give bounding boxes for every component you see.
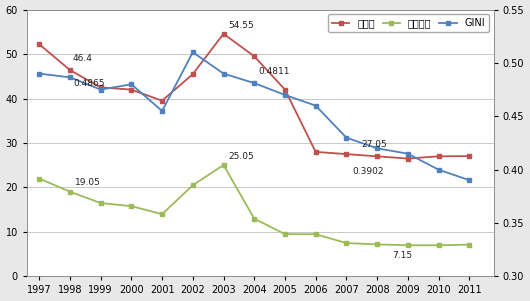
- GINI: [220, 72, 227, 76]
- Line: 빈곤율: 빈곤율: [38, 32, 471, 160]
- 빈곤율: [435, 154, 441, 158]
- GINI: [466, 178, 472, 182]
- 빈곤율: [159, 99, 165, 103]
- GINI: [374, 147, 380, 150]
- Line: 극빈곤율: 극빈곤율: [38, 163, 471, 247]
- 극빈곤율: [98, 201, 104, 205]
- 빈곤율: [36, 42, 42, 46]
- 빈곤율: [313, 150, 319, 154]
- Text: 54.55: 54.55: [228, 21, 254, 30]
- GINI: [159, 109, 165, 113]
- 극빈곤율: [67, 190, 73, 194]
- 빈곤율: [343, 152, 350, 156]
- Text: 0.4811: 0.4811: [259, 67, 290, 76]
- GINI: [36, 72, 42, 76]
- 극빈곤율: [313, 232, 319, 236]
- 극빈곤율: [435, 244, 441, 247]
- 극빈곤율: [190, 183, 196, 187]
- 극빈곤율: [220, 163, 227, 167]
- 극빈곤율: [36, 177, 42, 180]
- Text: 19.05: 19.05: [75, 178, 101, 187]
- GINI: [98, 88, 104, 92]
- 극빈곤율: [282, 232, 288, 236]
- 빈곤율: [98, 85, 104, 89]
- 극빈곤율: [128, 204, 135, 208]
- Text: 7.15: 7.15: [392, 251, 412, 260]
- 빈곤율: [404, 157, 411, 160]
- 극빈곤율: [374, 243, 380, 246]
- 빈곤율: [220, 32, 227, 36]
- 극빈곤율: [251, 217, 258, 220]
- GINI: [313, 104, 319, 107]
- GINI: [190, 51, 196, 54]
- 빈곤율: [282, 88, 288, 92]
- GINI: [251, 81, 258, 85]
- Text: 0.4865: 0.4865: [73, 79, 104, 88]
- 극빈곤율: [343, 241, 350, 245]
- 빈곤율: [190, 72, 196, 76]
- Line: GINI: GINI: [38, 51, 471, 182]
- GINI: [404, 152, 411, 156]
- Text: 46.4: 46.4: [73, 54, 93, 64]
- 빈곤율: [67, 68, 73, 72]
- 극빈곤율: [404, 244, 411, 247]
- Text: 0.3902: 0.3902: [352, 167, 384, 176]
- GINI: [435, 168, 441, 172]
- 빈곤율: [466, 154, 472, 158]
- 극빈곤율: [159, 212, 165, 216]
- 극빈곤율: [466, 243, 472, 247]
- Text: 27.05: 27.05: [362, 141, 387, 149]
- GINI: [67, 76, 73, 79]
- 빈곤율: [374, 154, 380, 158]
- GINI: [343, 136, 350, 139]
- GINI: [128, 82, 135, 86]
- 빈곤율: [128, 88, 135, 92]
- GINI: [282, 93, 288, 97]
- Legend: 빈곤율, 극빈곤율, GINI: 빈곤율, 극빈곤율, GINI: [328, 14, 489, 32]
- 빈곤율: [251, 54, 258, 58]
- Text: 25.05: 25.05: [228, 152, 254, 160]
